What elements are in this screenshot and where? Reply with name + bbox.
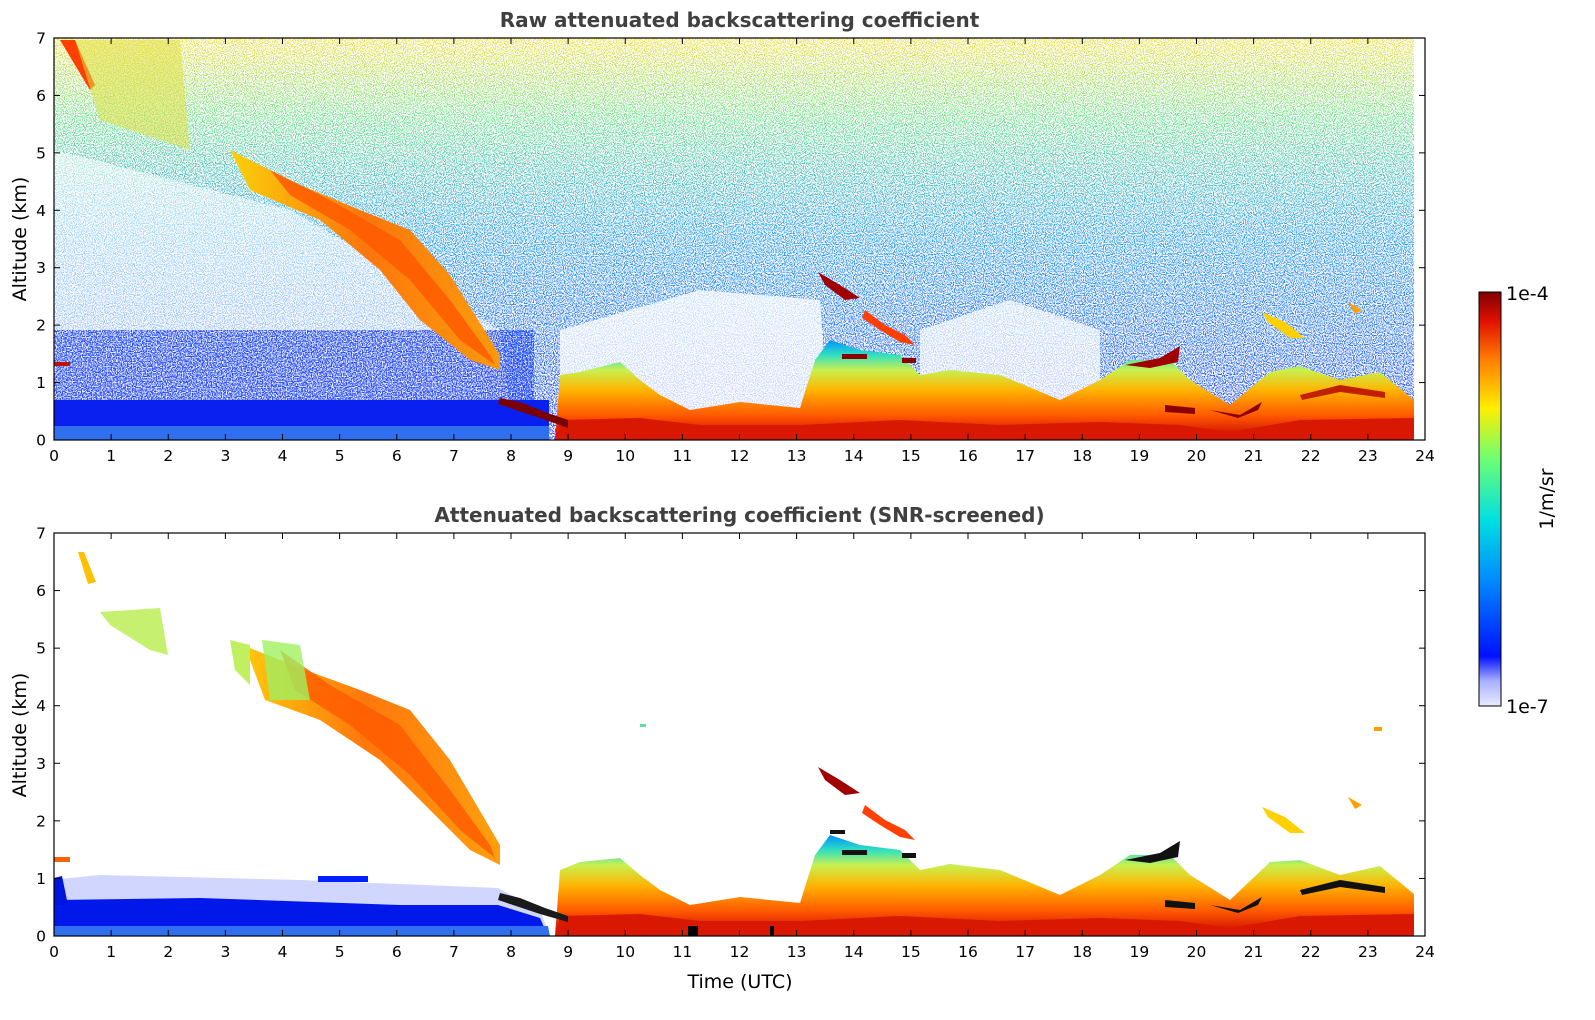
x-tick-label: 6	[392, 943, 402, 961]
x-tick-label: 22	[1301, 447, 1321, 465]
x-tick-label: 19	[1130, 943, 1150, 961]
x-tick-label: 5	[335, 943, 345, 961]
x-tick-label: 21	[1244, 943, 1264, 961]
x-tick-label: 18	[1072, 943, 1092, 961]
x-tick-label: 4	[278, 943, 288, 961]
x-axis: 0 1 2 3 4 5 6 7 8 9 10 11 12 13 14 15 16 17 18 19 20 21 22 23 24	[49, 38, 1435, 465]
x-tick-label: 2	[163, 943, 173, 961]
x-tick-label: 14	[844, 447, 864, 465]
x-tick-label: 23	[1358, 943, 1378, 961]
y-axis: 0 1 2 3 4 5 6 7	[36, 525, 1425, 946]
x-tick-label: 13	[787, 447, 807, 465]
colorbar-min-label: 1e-7	[1506, 696, 1549, 718]
x-tick-label: 17	[1015, 943, 1035, 961]
x-tick-label: 12	[730, 943, 750, 961]
x-tick-label: 14	[844, 943, 864, 961]
y-tick-label: 4	[36, 697, 46, 715]
y-tick-label: 6	[36, 582, 46, 600]
heatmap-image	[54, 533, 1425, 936]
y-tick-label: 2	[36, 317, 46, 335]
x-tick-label: 3	[220, 447, 230, 465]
x-tick-label: 1	[106, 447, 116, 465]
x-tick-label: 2	[163, 447, 173, 465]
x-tick-label: 0	[49, 943, 59, 961]
y-tick-label: 0	[36, 432, 46, 450]
x-tick-label: 10	[615, 447, 635, 465]
x-tick-label: 7	[449, 943, 459, 961]
x-tick-label: 7	[449, 447, 459, 465]
y-tick-label: 5	[36, 640, 46, 658]
colorbar-gradient	[1479, 292, 1501, 706]
x-tick-label: 1	[106, 943, 116, 961]
y-tick-label: 1	[36, 870, 46, 888]
y-tick-label: 1	[36, 374, 46, 392]
y-tick-label: 4	[36, 202, 46, 220]
x-tick-label: 20	[1187, 447, 1207, 465]
y-tick-label: 6	[36, 87, 46, 105]
snr-screened-panel: Attenuated backscattering coefficient (S…	[9, 503, 1435, 993]
colorbar-max-label: 1e-4	[1506, 283, 1549, 305]
y-tick-label: 2	[36, 812, 46, 830]
colorbar: 1e-4 1e-7 1/m/sr	[1478, 283, 1558, 718]
heatmap-image	[54, 38, 1425, 440]
x-tick-label: 23	[1358, 447, 1378, 465]
colorbar-frame	[1478, 291, 1502, 707]
raw-backscatter-panel: Raw attenuated backscattering coefficien…	[9, 8, 1435, 465]
y-tick-label: 7	[36, 30, 46, 48]
x-tick-label: 9	[563, 447, 573, 465]
x-tick-label: 6	[392, 447, 402, 465]
panel-title: Raw attenuated backscattering coefficien…	[500, 8, 980, 32]
x-tick-label: 16	[958, 447, 978, 465]
x-tick-label: 18	[1072, 447, 1092, 465]
y-tick-label: 3	[36, 259, 46, 277]
y-axis-label: Altitude (km)	[9, 177, 31, 302]
y-tick-label: 0	[36, 928, 46, 946]
y-axis-label: Altitude (km)	[9, 673, 31, 798]
x-tick-label: 16	[958, 943, 978, 961]
x-tick-label: 11	[673, 943, 693, 961]
x-tick-label: 24	[1415, 943, 1435, 961]
y-tick-label: 5	[36, 144, 46, 162]
x-tick-label: 0	[49, 447, 59, 465]
x-tick-label: 15	[901, 943, 921, 961]
x-tick-label: 8	[506, 447, 516, 465]
x-tick-label: 12	[730, 447, 750, 465]
x-tick-label: 8	[506, 943, 516, 961]
x-tick-label: 11	[673, 447, 693, 465]
y-tick-label: 3	[36, 755, 46, 773]
x-tick-label: 13	[787, 943, 807, 961]
x-tick-label: 21	[1244, 447, 1264, 465]
y-axis: 0 1 2 3 4 5 6 7	[36, 30, 1425, 450]
x-tick-label: 20	[1187, 943, 1207, 961]
x-axis-label: Time (UTC)	[686, 971, 792, 993]
x-tick-label: 22	[1301, 943, 1321, 961]
x-tick-label: 17	[1015, 447, 1035, 465]
x-tick-label: 19	[1130, 447, 1150, 465]
x-tick-label: 3	[220, 943, 230, 961]
colorbar-unit-label: 1/m/sr	[1536, 468, 1558, 529]
panel-title: Attenuated backscattering coefficient (S…	[434, 503, 1044, 527]
x-axis: 0 1 2 3 4 5 6 7 8 9 10 11 12 13 14 15 16 17 18 19 20 21 22 23 24	[49, 533, 1435, 961]
y-tick-label: 7	[36, 525, 46, 543]
x-tick-label: 5	[335, 447, 345, 465]
x-tick-label: 10	[615, 943, 635, 961]
x-tick-label: 9	[563, 943, 573, 961]
x-tick-label: 15	[901, 447, 921, 465]
x-tick-label: 24	[1415, 447, 1435, 465]
x-tick-label: 4	[278, 447, 288, 465]
